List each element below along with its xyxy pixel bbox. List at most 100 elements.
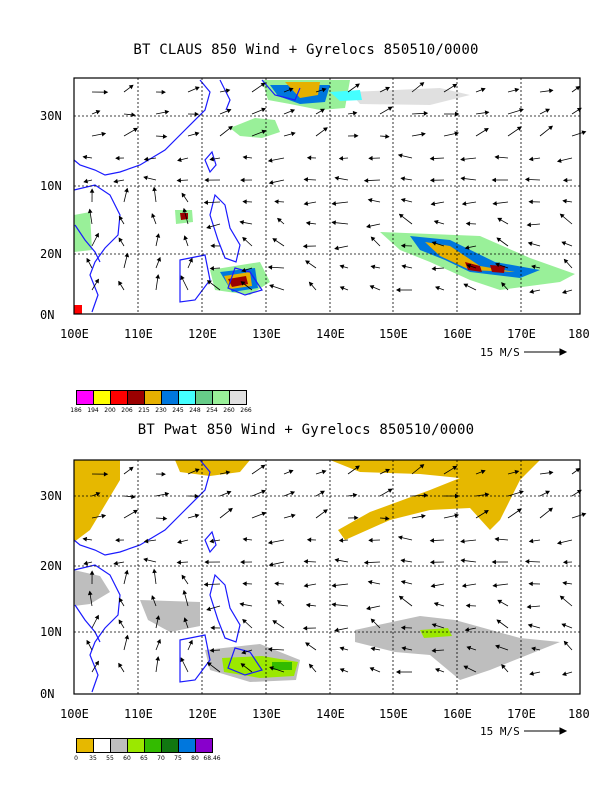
wind-arrow-head [272,620,278,625]
wind-arrow-head [366,223,371,229]
wind-arrow-head [261,107,266,113]
wind-arrow-head [495,644,500,650]
xtick-label: 170E [507,707,536,721]
wind-arrow-head [431,623,437,628]
wind-arrow-head [241,649,247,655]
wind-arrow-head [305,642,311,647]
cloud-blob [180,213,188,220]
wind-arrow-head [240,559,245,565]
wind-arrow-head [239,220,245,225]
coastline [73,79,211,176]
pwat-region [420,628,452,638]
wind-arrow-head [124,569,129,575]
wind-arrow-head [143,557,148,563]
coastline [261,79,301,101]
wind-arrow-head [227,507,233,513]
wind-arrow-head [429,559,435,565]
wind-arrow-head [152,568,157,574]
wind-arrow-head [94,232,99,238]
panel1-legend: 186 194 200 206 215 230 245 248 254 260 266 [70,390,252,415]
wind-arrow-head [466,263,472,269]
wind-arrow-head [89,188,95,193]
wind-arrow-head [355,465,360,471]
wind-arrow-head [562,559,568,565]
panel2-title: BT Pwat 850 Wind + Gyrelocs 850510/0000 [137,422,475,438]
wind-arrow-head [514,87,520,93]
wind-arrow-head [559,595,565,601]
wind-arrow-head [83,560,89,566]
wind-arrow-head [194,86,200,91]
wind-arrow-head [331,602,336,608]
legend-swatch [229,390,247,405]
wind-arrow-head [272,238,278,243]
wind-arrow-head [156,256,161,262]
ytick-label: 30N [40,109,62,123]
wind-arrow-head [370,236,376,242]
wind-arrow-head [460,558,465,564]
wind-arrow-head [82,154,88,160]
wind-arrow-head [562,580,567,586]
wind-arrow-head [545,490,551,495]
wind-arrow-head [528,156,534,162]
coastline [74,604,101,643]
wind-arrow-head [454,493,460,499]
wind-arrow-head [161,89,166,95]
wind-arrow-head [421,514,426,519]
wind-arrow-head [454,513,460,518]
coastline [179,254,211,303]
wind-arrow-head [334,627,339,633]
wind-arrow-head [331,201,337,206]
wind-arrow-head [581,130,587,135]
wind-arrow-head [321,87,327,93]
wind-arrow-head [118,237,123,243]
wind-arrow-head [331,583,337,588]
wind-arrow-head [527,623,533,629]
wind-arrow-head [548,470,554,476]
wind-arrow-head [516,126,522,131]
wind-arrow-head [492,201,497,206]
wind-arrow-head [339,286,345,291]
wind-arrow-head [494,154,499,160]
wind-arrow-head [94,614,99,620]
xtick-label: 130E [252,327,281,341]
wind-arrow-head [501,664,506,669]
wind-arrow-head [176,177,182,183]
legend-label: 70 [157,755,165,762]
wind-arrow-head [155,615,161,620]
wind-arrow-head [556,540,562,545]
legend-label: 260 [223,407,235,414]
panel1-xticks: 100E 110E 120E 130E 140E 150E 160E 170E … [60,327,590,341]
wind-arrow-head [118,619,123,625]
wind-arrow-head [548,88,554,94]
wind-arrow-head [181,192,186,198]
wind-arrow-head [225,88,231,94]
legend-swatch [195,738,213,753]
wind-arrow-head [397,535,403,540]
wind-arrow-head [161,471,166,477]
wind-arrow-head [334,558,340,563]
wind-arrow-head [400,243,406,249]
panel2-yticks: 0N 10N 20N 30N [40,489,62,701]
wind-arrow-head [269,284,274,289]
ytick-label: 30N [40,489,62,503]
legend-swatch [161,738,179,753]
wind-arrow-head [339,646,345,651]
wind-arrow-head [563,640,569,646]
legend-label: 200 [104,407,116,414]
panel1-title: BT CLAUS 850 Wind + Gyrelocs 850510/0000 [133,42,479,58]
wind-arrow-head [95,110,101,115]
wind-arrow-head [261,511,267,517]
wind-arrow-head [454,111,460,117]
xtick-label: 110E [124,707,153,721]
wind-arrow-head [461,201,467,206]
wind-arrow-head [322,509,328,514]
wind-arrow-head [368,155,373,161]
wind-arrow-head [101,513,107,519]
wind-arrow-head [305,602,311,608]
wind-arrow-head [115,155,120,161]
xtick-label: 120E [188,707,217,721]
coastline [179,634,211,683]
wind-arrow-head [367,198,373,203]
wind-arrow-head [334,245,339,251]
wind-arrow-head [397,153,403,158]
